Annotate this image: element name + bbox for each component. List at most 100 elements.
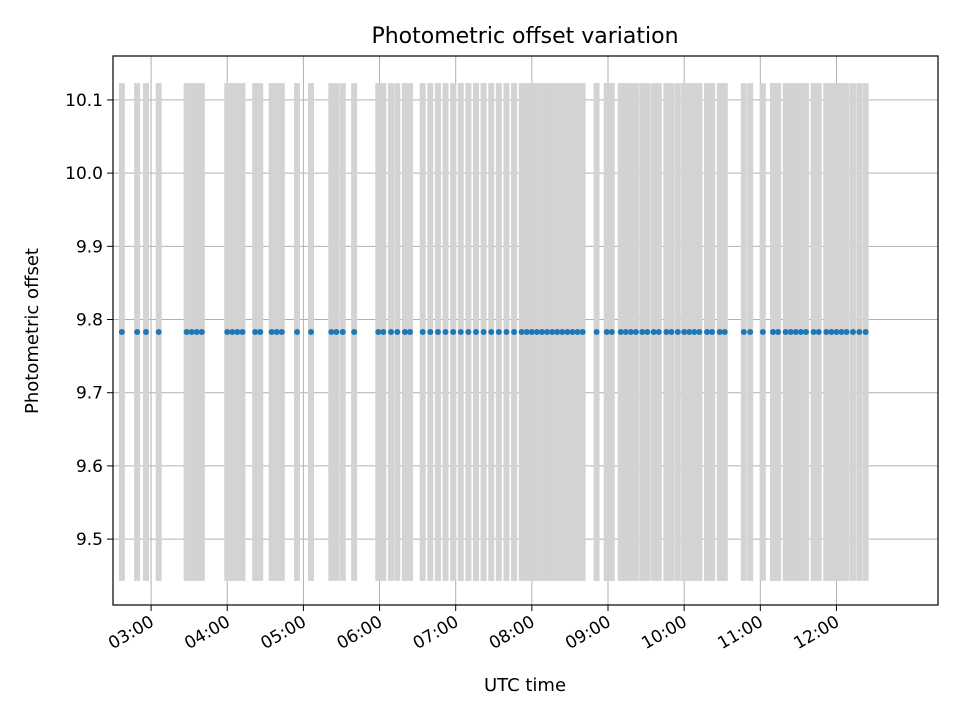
x-tick-label: 05:00 [257,612,309,654]
data-point [434,328,441,335]
x-tick-label: 06:00 [334,612,386,654]
data-point [603,328,610,335]
data-point [617,328,624,335]
data-point [198,328,205,335]
data-point [480,328,487,335]
data-point [709,328,716,335]
data-point [704,328,710,335]
data-point [650,328,657,335]
data-point [639,328,646,335]
data-point [721,328,728,335]
data-point [608,328,615,335]
data-point [593,328,600,335]
data-point [252,328,259,335]
data-point [849,328,856,335]
x-tick-label: 03:00 [105,612,157,654]
data-point [544,328,551,335]
data-point [810,328,817,335]
plot-frame [112,55,939,606]
data-point [511,328,518,335]
data-point [838,328,845,335]
data-point [539,328,545,335]
data-point [465,328,472,335]
data-point [792,328,799,335]
data-point [574,328,581,335]
data-point [523,328,530,335]
chart-title: Photometric offset variation [371,24,678,49]
data-point [351,328,358,335]
data-point [828,328,835,335]
x-axis-label: UTC time [484,675,566,696]
data-point [787,328,794,335]
data-point [691,328,698,335]
data-point [273,328,280,335]
data-point [419,328,426,335]
data-point [549,328,556,335]
data-point [442,328,449,335]
data-point [294,328,301,335]
data-point [308,328,314,335]
data-point [401,328,408,335]
data-point [375,328,382,335]
data-point [328,328,335,335]
data-point [134,328,141,335]
data-point [663,328,670,335]
data-point [740,328,747,335]
data-point [668,328,675,335]
data-point [797,328,804,335]
data-point [716,328,723,335]
data-point [380,328,387,335]
y-tick-label: 9.5 [76,530,103,550]
data-point [696,328,703,335]
data-point [495,328,502,335]
x-tick-label: 10:00 [638,612,690,654]
data-point [183,328,190,335]
data-point [681,328,688,335]
data-point [564,328,571,335]
data-point [333,328,340,335]
data-point [747,328,754,335]
y-tick-label: 9.9 [76,237,103,257]
data-point [823,328,830,335]
data-point [686,328,693,335]
data-point [427,328,434,335]
data-point [803,328,809,335]
data-point [118,328,125,335]
data-point [674,328,681,335]
data-point [856,328,863,335]
x-tick-label: 04:00 [181,612,233,654]
data-point [770,328,776,335]
data-point [239,328,246,335]
data-point [782,328,789,335]
data-point [234,328,241,335]
x-tick-label: 09:00 [562,612,614,654]
data-point [229,328,236,335]
x-tick-label: 11:00 [714,612,766,654]
y-tick-label: 10.0 [65,164,103,184]
data-point [554,328,561,335]
data-point [268,328,275,335]
data-point [775,328,782,335]
x-tick-label: 07:00 [410,612,462,654]
y-tick-label: 10.1 [65,91,103,111]
data-point [518,328,525,335]
x-tick-label: 12:00 [791,612,843,654]
data-point [394,328,401,335]
data-point [579,328,586,335]
data-point [193,328,200,335]
data-point [278,328,285,335]
data-point [450,328,457,335]
data-point [759,328,766,335]
data-point [143,328,149,335]
data-point [559,328,566,335]
data-point [644,328,651,335]
y-tick-label: 9.6 [76,457,103,477]
y-tick-label: 9.7 [76,384,103,404]
data-point [387,328,394,335]
data-point [815,328,822,335]
data-point [528,328,535,335]
data-point [155,328,162,335]
data-point [569,328,576,335]
data-point [622,328,629,335]
